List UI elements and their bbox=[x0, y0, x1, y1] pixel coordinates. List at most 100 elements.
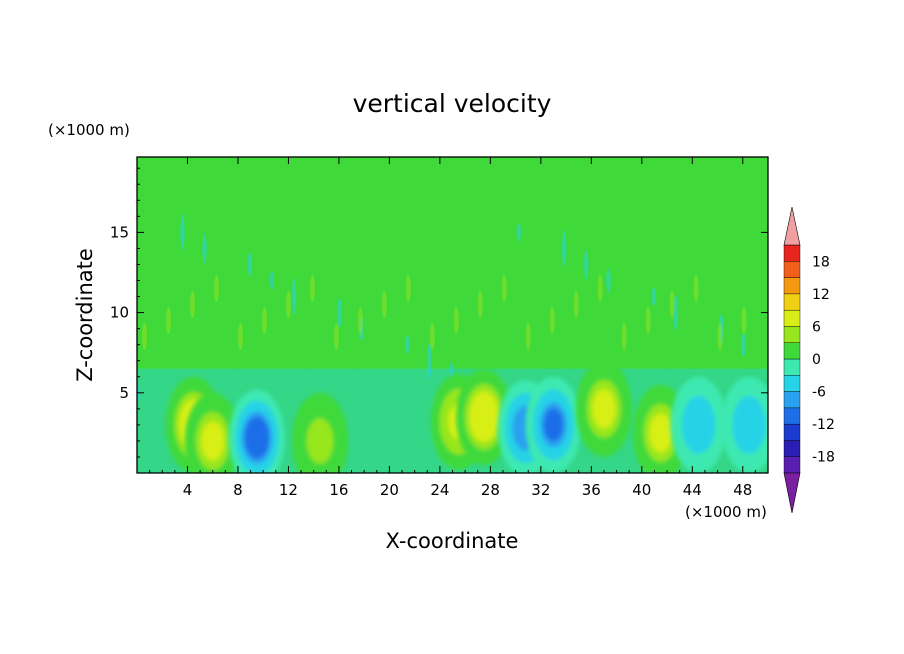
streak bbox=[429, 322, 435, 351]
streak bbox=[261, 306, 267, 335]
streak bbox=[142, 322, 148, 351]
streak bbox=[140, 278, 145, 315]
downdraft-cell bbox=[721, 376, 768, 473]
x-tick-label: 32 bbox=[531, 481, 550, 499]
y-axis-label: Z-coordinate bbox=[73, 248, 97, 382]
colorbar-segment bbox=[783, 309, 801, 327]
streak bbox=[285, 290, 291, 319]
streak bbox=[322, 236, 327, 261]
streak bbox=[389, 262, 395, 299]
streak bbox=[374, 377, 379, 408]
streak bbox=[180, 214, 185, 251]
updraft-cell bbox=[575, 360, 632, 457]
streak bbox=[693, 274, 699, 303]
streak bbox=[284, 332, 290, 357]
colorbar-tick-label: 18 bbox=[812, 254, 830, 270]
y-tick-label: 15 bbox=[110, 223, 129, 241]
streak bbox=[426, 342, 432, 379]
x-tick-label: 8 bbox=[233, 481, 243, 499]
streak bbox=[726, 271, 731, 290]
streak bbox=[357, 306, 363, 335]
colorbar-segment bbox=[783, 375, 801, 392]
streak bbox=[636, 214, 641, 251]
colorbar-segment bbox=[783, 293, 801, 311]
colorbar-min-extend bbox=[783, 472, 801, 514]
streak bbox=[756, 217, 761, 248]
streak bbox=[703, 252, 709, 277]
streak bbox=[337, 297, 342, 328]
colorbar-segment bbox=[783, 261, 801, 278]
x-tick-label: 16 bbox=[329, 481, 348, 499]
streak bbox=[166, 306, 172, 335]
streak bbox=[621, 322, 627, 351]
x-tick-label: 36 bbox=[582, 481, 601, 499]
streak bbox=[673, 294, 679, 331]
colorbar-tick-label: 6 bbox=[812, 319, 821, 335]
streak bbox=[531, 284, 537, 309]
updraft-cell bbox=[456, 368, 513, 465]
streak bbox=[546, 345, 552, 376]
colorbar-segment bbox=[783, 456, 801, 474]
x-tick-label: 24 bbox=[430, 481, 449, 499]
streak bbox=[190, 290, 196, 319]
colorbar-max-extend bbox=[783, 206, 801, 246]
streak bbox=[442, 239, 447, 258]
streak bbox=[247, 252, 253, 277]
streak bbox=[411, 281, 417, 312]
streak bbox=[202, 233, 207, 264]
updraft-cell bbox=[184, 392, 241, 473]
streak bbox=[553, 303, 559, 322]
streak bbox=[477, 290, 483, 319]
x-tick-label: 4 bbox=[183, 481, 193, 499]
downdraft-cell bbox=[670, 376, 727, 473]
colorbar-tick-label: 0 bbox=[812, 352, 821, 368]
colorbar-tick-label: -18 bbox=[812, 450, 835, 466]
x-tick-label: 48 bbox=[733, 481, 752, 499]
heatmap-field bbox=[137, 157, 768, 473]
downdraft-cell bbox=[228, 389, 285, 473]
streak bbox=[666, 348, 672, 373]
streak bbox=[509, 265, 515, 296]
streak bbox=[307, 351, 312, 370]
colorbar-tick-label: -6 bbox=[812, 385, 826, 401]
streak bbox=[187, 348, 192, 373]
updraft-cell bbox=[291, 392, 348, 473]
streak bbox=[501, 326, 506, 363]
streak bbox=[309, 274, 315, 303]
streak bbox=[195, 287, 200, 306]
y-tick-label: 5 bbox=[119, 384, 129, 402]
x-tick-label: 44 bbox=[683, 481, 702, 499]
x-tick-label: 28 bbox=[481, 481, 500, 499]
streak bbox=[464, 246, 469, 283]
colorbar-segment bbox=[783, 440, 801, 457]
x-tick-label: 40 bbox=[632, 481, 651, 499]
streak bbox=[269, 271, 275, 290]
streak bbox=[573, 290, 579, 319]
colorbar-tick-label: -12 bbox=[812, 417, 835, 433]
streak bbox=[741, 306, 747, 335]
x-tick-label: 20 bbox=[380, 481, 399, 499]
streak bbox=[741, 332, 746, 357]
streak bbox=[214, 274, 220, 303]
streak bbox=[149, 268, 155, 293]
colorbar-segment bbox=[783, 358, 801, 376]
streak bbox=[352, 358, 357, 395]
streak bbox=[606, 268, 611, 293]
x-axis-label: X-coordinate bbox=[386, 529, 519, 553]
colorbar-segment bbox=[783, 244, 801, 262]
streak bbox=[300, 217, 305, 248]
colorbar-segment bbox=[783, 391, 801, 409]
streak bbox=[217, 294, 222, 331]
downdraft-cell bbox=[525, 376, 582, 473]
streak bbox=[237, 322, 243, 351]
y-tick-label: 10 bbox=[110, 304, 129, 322]
colorbar-segment bbox=[783, 423, 801, 441]
colorbar-segment bbox=[783, 326, 801, 343]
streak bbox=[599, 310, 604, 347]
streak bbox=[584, 249, 589, 280]
streak bbox=[501, 274, 507, 303]
streak bbox=[291, 278, 297, 315]
velocity-cells bbox=[165, 360, 768, 473]
streak bbox=[561, 230, 567, 267]
